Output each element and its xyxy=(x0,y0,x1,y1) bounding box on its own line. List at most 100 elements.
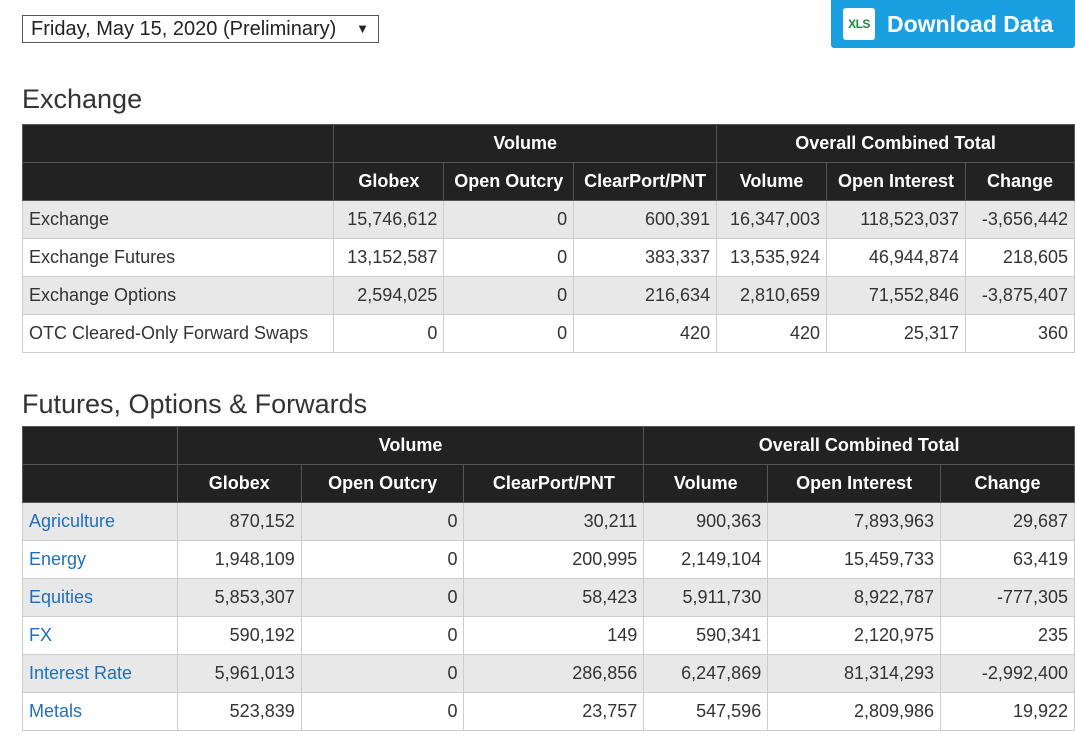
cell-open-interest: 46,944,874 xyxy=(826,238,966,277)
download-data-button[interactable]: XLS Download Data xyxy=(831,0,1075,48)
cell-open-outcry: 0 xyxy=(300,654,465,693)
cell-change: 235 xyxy=(940,616,1075,655)
table-row: Exchange Options 2,594,025 0 216,634 2,8… xyxy=(21,276,1075,315)
cell-globex: 590,192 xyxy=(176,616,302,655)
link-equities[interactable]: Equities xyxy=(29,587,94,607)
link-metals[interactable]: Metals xyxy=(29,701,83,721)
table-row: FX 590,192 0 149 590,341 2,120,975 235 xyxy=(22,616,1075,655)
cell-clearport: 58,423 xyxy=(463,578,645,617)
cell-change: 29,687 xyxy=(940,502,1075,541)
cell-open-outcry: 0 xyxy=(443,200,575,239)
cell-volume: 547,596 xyxy=(643,692,769,731)
fof-table: Volume Overall Combined Total Globex Ope… xyxy=(22,426,1075,731)
download-data-label: Download Data xyxy=(887,10,1054,37)
cell-volume: 13,535,924 xyxy=(716,238,828,277)
header-blank xyxy=(22,464,178,503)
link-fx[interactable]: FX xyxy=(29,625,53,645)
column-header: Globex xyxy=(333,162,445,201)
table-row: OTC Cleared-Only Forward Swaps 0 0 420 4… xyxy=(21,314,1075,353)
table-row: Equities 5,853,307 0 58,423 5,911,730 8,… xyxy=(22,578,1075,617)
cell-open-interest: 2,120,975 xyxy=(767,616,942,655)
row-label: Metals xyxy=(22,692,178,731)
row-label: OTC Cleared-Only Forward Swaps xyxy=(21,314,335,353)
cell-change: 19,922 xyxy=(940,692,1075,731)
cell-clearport: 30,211 xyxy=(463,502,645,541)
cell-change: -3,875,407 xyxy=(964,276,1075,315)
header-group-total: Overall Combined Total xyxy=(716,124,1075,163)
cell-open-outcry: 0 xyxy=(300,578,465,617)
cell-clearport: 600,391 xyxy=(573,200,718,239)
cell-open-interest: 2,809,986 xyxy=(767,692,942,731)
row-label: Exchange Options xyxy=(21,276,335,315)
cell-volume: 420 xyxy=(716,314,828,353)
cell-open-outcry: 0 xyxy=(443,238,575,277)
cell-globex: 1,948,109 xyxy=(176,540,302,579)
column-header: ClearPort/PNT xyxy=(463,464,645,503)
cell-open-interest: 7,893,963 xyxy=(767,502,942,541)
date-select-value: Friday, May 15, 2020 (Preliminary) xyxy=(31,17,337,40)
cell-clearport: 383,337 xyxy=(573,238,718,277)
link-agriculture[interactable]: Agriculture xyxy=(29,511,116,531)
header-group-volume: Volume xyxy=(176,426,645,465)
cell-open-outcry: 0 xyxy=(443,314,575,353)
cell-open-outcry: 0 xyxy=(300,540,465,579)
column-header: Globex xyxy=(176,464,302,503)
header-blank xyxy=(21,162,335,201)
header-blank xyxy=(21,124,335,163)
cell-volume: 2,149,104 xyxy=(643,540,769,579)
cell-clearport: 23,757 xyxy=(463,692,645,731)
cell-open-interest: 118,523,037 xyxy=(826,200,966,239)
cell-open-outcry: 0 xyxy=(300,502,465,541)
column-header: ClearPort/PNT xyxy=(573,162,718,201)
column-header: Open Interest xyxy=(826,162,966,201)
column-header: Change xyxy=(964,162,1075,201)
row-label: FX xyxy=(22,616,178,655)
cell-clearport: 200,995 xyxy=(463,540,645,579)
cell-open-outcry: 0 xyxy=(300,692,465,731)
cell-open-interest: 81,314,293 xyxy=(767,654,942,693)
date-select[interactable]: Friday, May 15, 2020 (Preliminary) ▼ xyxy=(22,15,379,43)
header-blank xyxy=(22,426,178,465)
cell-globex: 523,839 xyxy=(176,692,302,731)
cell-volume: 900,363 xyxy=(643,502,769,541)
cell-volume: 5,911,730 xyxy=(643,578,769,617)
row-label: Exchange xyxy=(21,200,335,239)
column-header: Volume xyxy=(716,162,828,201)
cell-volume: 6,247,869 xyxy=(643,654,769,693)
row-label: Equities xyxy=(22,578,178,617)
cell-volume: 16,347,003 xyxy=(716,200,828,239)
table-row: Energy 1,948,109 0 200,995 2,149,104 15,… xyxy=(22,540,1075,579)
table-row: Agriculture 870,152 0 30,211 900,363 7,8… xyxy=(22,502,1075,541)
cell-open-interest: 71,552,846 xyxy=(826,276,966,315)
column-header: Open Interest xyxy=(767,464,942,503)
cell-change: -2,992,400 xyxy=(940,654,1075,693)
link-energy[interactable]: Energy xyxy=(29,549,87,569)
cell-globex: 13,152,587 xyxy=(333,238,445,277)
cell-change: 360 xyxy=(964,314,1075,353)
column-header: Change xyxy=(940,464,1075,503)
cell-change: 63,419 xyxy=(940,540,1075,579)
fof-section-title: Futures, Options & Forwards xyxy=(22,389,368,419)
table-row: Metals 523,839 0 23,757 547,596 2,809,98… xyxy=(22,692,1075,731)
cell-volume: 590,341 xyxy=(643,616,769,655)
exchange-table: Volume Overall Combined Total Globex Ope… xyxy=(21,124,1075,353)
column-header: Open Outcry xyxy=(300,464,465,503)
chevron-down-icon: ▼ xyxy=(356,21,369,36)
cell-globex: 870,152 xyxy=(176,502,302,541)
cell-globex: 5,853,307 xyxy=(176,578,302,617)
cell-globex: 2,594,025 xyxy=(333,276,445,315)
table-row: Exchange 15,746,612 0 600,391 16,347,003… xyxy=(21,200,1075,239)
cell-clearport: 286,856 xyxy=(463,654,645,693)
link-interest-rate[interactable]: Interest Rate xyxy=(29,663,133,683)
cell-change: -3,656,442 xyxy=(964,200,1075,239)
row-label: Agriculture xyxy=(22,502,178,541)
cell-clearport: 149 xyxy=(463,616,645,655)
column-header: Volume xyxy=(643,464,769,503)
xls-icon: XLS xyxy=(843,8,875,40)
cell-open-interest: 15,459,733 xyxy=(767,540,942,579)
table-row: Interest Rate 5,961,013 0 286,856 6,247,… xyxy=(22,654,1075,693)
cell-open-interest: 25,317 xyxy=(826,314,966,353)
exchange-section-title: Exchange xyxy=(22,84,143,114)
cell-open-outcry: 0 xyxy=(443,276,575,315)
cell-globex: 15,746,612 xyxy=(333,200,445,239)
